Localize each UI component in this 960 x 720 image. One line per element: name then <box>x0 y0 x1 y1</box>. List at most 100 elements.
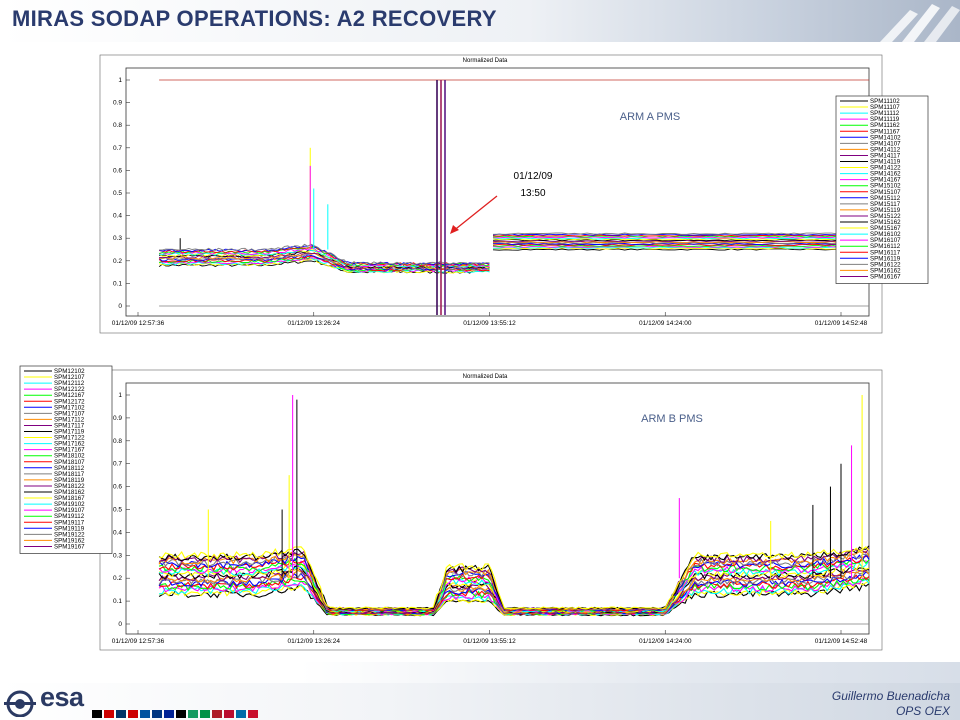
legend-entry: SPM18112 <box>54 465 85 472</box>
legend-entry: SPM15107 <box>870 189 901 196</box>
legend-entry: SPM15112 <box>870 195 901 202</box>
x-tick-label: 01/12/09 13:26:24 <box>288 638 341 645</box>
legend-entry: SPM19102 <box>54 501 85 508</box>
legend-entry: SPM11102 <box>870 98 900 105</box>
series-line <box>492 235 870 238</box>
series-line <box>492 238 870 241</box>
footer-band <box>300 662 960 683</box>
slide-title: MIRAS SODAP OPERATIONS: A2 RECOVERY <box>12 6 497 31</box>
y-tick-label: 0.4 <box>113 213 122 220</box>
y-tick-label: 0.8 <box>113 122 122 129</box>
y-tick-label: 1 <box>118 77 122 84</box>
legend-entry: SPM14119 <box>870 159 901 166</box>
y-tick-label: 0.7 <box>113 461 122 468</box>
y-tick-label: 0.6 <box>113 484 122 491</box>
y-tick-label: 0.5 <box>113 507 122 514</box>
legend-entry: SPM16162 <box>870 267 901 274</box>
legend-entry: SPM15117 <box>870 201 901 208</box>
legend-entry: SPM14122 <box>870 165 901 172</box>
header-decoration <box>880 4 960 42</box>
legend-entry: SPM12122 <box>54 386 85 393</box>
legend-entry: SPM18102 <box>54 453 85 460</box>
series-line <box>158 550 870 611</box>
legend-entry: SPM18117 <box>54 471 85 478</box>
legend-entry: SPM14112 <box>870 146 901 153</box>
series-line <box>158 255 490 272</box>
legend-entry: SPM14162 <box>870 171 901 178</box>
series-line <box>492 243 870 246</box>
legend-entry: SPM18107 <box>54 459 85 466</box>
series-line <box>492 245 870 248</box>
legend-entry: SPM16112 <box>870 243 901 250</box>
legend-entry: SPM12167 <box>54 392 85 399</box>
legend-entry: SPM17119 <box>54 429 85 436</box>
legend-entry: SPM16102 <box>870 231 901 238</box>
y-tick-label: 0 <box>118 621 122 628</box>
chart-arm-a: Normalized Data 0 0.1 0.2 0.3 0.4 0.5 0.6 0.7 0.… <box>99 54 929 334</box>
legend-entry: SPM17107 <box>54 410 85 417</box>
legend-entry: SPM18162 <box>54 489 85 496</box>
legend-entry: SPM12172 <box>54 398 85 405</box>
esa-logo-text: esa <box>40 682 84 712</box>
chart-a-ticks: 0 0.1 0.2 0.3 0.4 0.5 0.6 0.7 0.8 0.9 1 01/12/09 12… <box>112 77 868 327</box>
author-name: Guillermo Buenadicha <box>831 689 950 703</box>
legend-entry: SPM17102 <box>54 404 85 411</box>
x-tick-label: 01/12/09 12:57:36 <box>112 320 165 327</box>
y-tick-label: 0.8 <box>113 438 122 445</box>
y-tick-label: 0.1 <box>113 598 122 605</box>
charts-canvas: Normalized Data 0 0.1 0.2 0.3 0.4 0.5 0.6 0.7 0.… <box>19 54 929 651</box>
annotation-time: 13:50 <box>520 188 545 199</box>
legend-entry: SPM15167 <box>870 225 901 232</box>
legend-entry: SPM16122 <box>870 261 901 268</box>
legend-entry: SPM15122 <box>870 213 901 220</box>
x-tick-label: 01/12/09 13:55:12 <box>463 320 516 327</box>
legend-entry: SPM16167 <box>870 273 901 280</box>
legend-entry: SPM17167 <box>54 447 85 454</box>
chart-a-title: Normalized Data <box>463 58 508 64</box>
legend-entry: SPM19162 <box>54 537 85 544</box>
legend-entry: SPM19112 <box>54 513 85 520</box>
annotation-date: 01/12/09 <box>514 171 553 182</box>
chart-b-title: Normalized Data <box>463 374 508 380</box>
legend-entry: SPM18167 <box>54 495 85 502</box>
series-line <box>159 546 870 610</box>
series-line <box>159 248 490 268</box>
y-tick-label: 0.9 <box>113 415 122 422</box>
legend-entry: SPM14117 <box>870 152 901 159</box>
legend-entry: SPM12102 <box>54 368 85 375</box>
legend-entry: SPM18119 <box>54 477 85 484</box>
y-tick-label: 0.2 <box>113 258 122 265</box>
legend-entry: SPM14102 <box>870 134 901 141</box>
x-tick-label: 01/12/09 13:26:24 <box>288 320 341 327</box>
chart-a-region-label: ARM A PMS <box>620 111 681 123</box>
x-tick-label: 01/12/09 14:24:00 <box>639 320 692 327</box>
x-tick-label: 01/12/09 12:57:36 <box>112 638 165 645</box>
x-tick-label: 01/12/09 14:52:48 <box>815 638 868 645</box>
legend-entry: SPM16107 <box>870 237 901 244</box>
annotation-arrow <box>451 195 498 233</box>
legend-entry: SPM14167 <box>870 177 901 184</box>
legend-entry: SPM16117 <box>870 249 901 256</box>
series-line <box>158 247 490 267</box>
legend-entry: SPM15162 <box>870 219 901 226</box>
legend-entry: SPM17122 <box>54 435 85 442</box>
legend-entry: SPM12112 <box>54 380 85 387</box>
y-tick-label: 0.2 <box>113 575 122 582</box>
chart-b-ticks: 0 0.1 0.2 0.3 0.4 0.5 0.6 0.7 0.8 0.9 1 01/12/09 12… <box>112 392 868 645</box>
legend-entry: SPM17112 <box>54 416 85 423</box>
esa-logo-icon <box>4 690 36 717</box>
x-tick-label: 01/12/09 13:55:12 <box>463 638 516 645</box>
legend-entry: SPM16119 <box>870 255 901 262</box>
series-line <box>492 240 870 244</box>
legend-entry: SPM15102 <box>870 183 901 190</box>
slide-header: MIRAS SODAP OPERATIONS: A2 RECOVERY <box>0 0 960 42</box>
y-tick-label: 0.6 <box>113 167 122 174</box>
legend-entry: SPM19167 <box>54 543 85 550</box>
legend-entry: SPM19122 <box>54 531 85 538</box>
y-tick-label: 0.1 <box>113 280 122 287</box>
chart-b-series <box>158 395 870 625</box>
y-tick-label: 0 <box>118 303 122 310</box>
series-line <box>492 246 870 249</box>
series-line <box>158 577 870 616</box>
x-tick-label: 01/12/09 14:52:48 <box>815 320 868 327</box>
